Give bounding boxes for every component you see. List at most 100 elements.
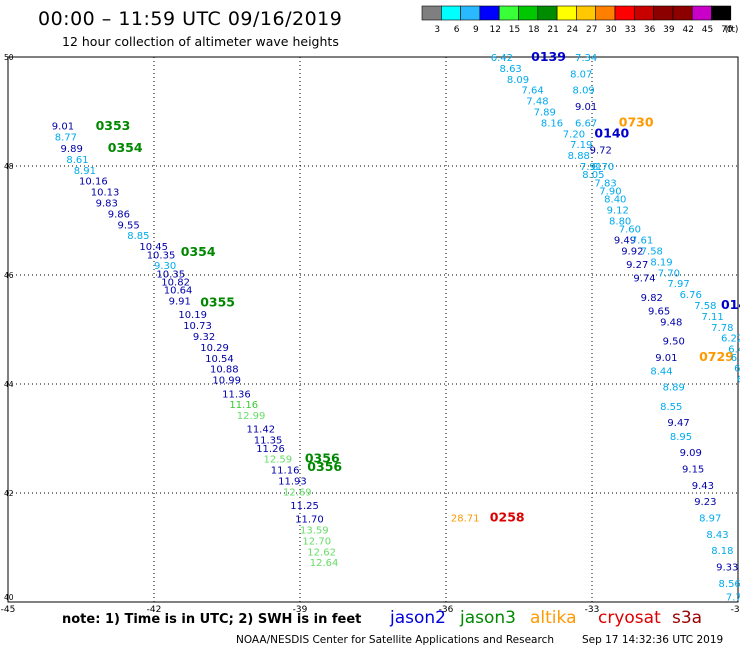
legend-label: 39 — [663, 25, 675, 35]
wave-height-label: 8.85 — [127, 231, 149, 242]
wave-height-label: 12.99 — [237, 411, 266, 422]
wave-height-label: 10.16 — [79, 177, 108, 188]
wave-height-label: 9.32 — [193, 332, 215, 343]
wave-height-label: 9.33 — [716, 563, 738, 574]
wave-height-label: 8.80 — [609, 217, 631, 228]
legend-swatch — [556, 5, 577, 21]
wave-height-label: 8.89 — [663, 383, 685, 394]
wave-height-label: 7.11 — [702, 312, 724, 323]
y-tick-label: 44 — [4, 380, 14, 389]
wave-height-label: 11.26 — [256, 444, 285, 455]
satellite-label-s3a: s3a — [672, 608, 703, 628]
legend-label: 15 — [509, 25, 520, 35]
legend-label: 70 — [721, 25, 733, 35]
wave-height-label: 9.89 — [61, 144, 83, 155]
wave-height-label: 8.07 — [570, 69, 592, 80]
satellite-label-altika: altika — [530, 608, 577, 628]
generated-timestamp: Sep 17 14:32:36 UTC 2019 — [582, 634, 724, 646]
wave-height-label: 8.19 — [650, 257, 672, 268]
legend-swatch — [460, 5, 481, 21]
pass-time-label: 0356 — [305, 451, 340, 466]
legend-label: 9 — [473, 25, 479, 35]
wave-height-label: 9.65 — [648, 306, 670, 317]
wave-height-label: 8.09 — [573, 86, 595, 97]
legend-label: 45 — [702, 25, 713, 35]
wave-height-label: 7.61 — [631, 236, 653, 247]
wave-height-label: 7.58 — [694, 301, 716, 312]
footer-note: note: 1) Time is in UTC; 2) SWH is in fe… — [62, 612, 362, 627]
y-tick-label: 42 — [4, 489, 14, 498]
legend-label: 42 — [682, 25, 693, 35]
wave-height-label: 12.64 — [310, 558, 339, 569]
wave-height-label: 8.70 — [592, 162, 614, 173]
wave-height-label: 10.73 — [183, 321, 212, 332]
legend-label: 27 — [586, 25, 597, 35]
wave-height-label: 7.83 — [594, 178, 616, 189]
wave-height-label: 9.09 — [680, 448, 702, 459]
wave-height-label: 9.01 — [52, 122, 74, 133]
pass-time-label: 0730 — [619, 114, 654, 129]
wave-height-label: 9.72 — [590, 146, 612, 157]
wave-height-label: 8.97 — [699, 514, 721, 525]
wave-height-label: 8.40 — [604, 195, 626, 206]
wave-height-label: 9.82 — [641, 293, 663, 304]
legend-swatch — [440, 5, 461, 21]
pass-time-label: 0139 — [531, 49, 566, 64]
satellite-label-cryosat: cryosat — [598, 608, 661, 628]
wave-height-label: 8.18 — [711, 546, 733, 557]
pass-time-label: 014 — [721, 297, 740, 312]
pass-time-label: 0140 — [594, 125, 629, 140]
wave-height-label: 9.43 — [692, 481, 714, 492]
wave-height-label: 8.16 — [541, 118, 563, 129]
legend-swatch — [537, 5, 558, 21]
legend-label: 21 — [547, 25, 558, 35]
wave-height-label: 6.42 — [491, 53, 513, 64]
pass-time-label: 0356 — [307, 459, 342, 474]
wave-height-label: 9.86 — [108, 209, 130, 220]
wave-height-label: 12.69 — [283, 487, 312, 498]
wave-height-label: 7.60 — [619, 225, 641, 236]
wave-height-label: 9.48 — [660, 317, 682, 328]
wave-height-label: 6.22 — [721, 334, 740, 345]
x-tick-label: -30 — [731, 605, 740, 615]
wave-height-label: 9.15 — [682, 464, 704, 475]
legend-swatch — [498, 5, 519, 21]
wave-height-label: 8.44 — [650, 366, 672, 377]
wave-height-label: 8.77 — [55, 133, 77, 144]
wave-height-label: 10.13 — [91, 188, 120, 199]
wave-height-label: 9.74 — [633, 274, 655, 285]
pass-time-label: 0354 — [108, 140, 143, 155]
wave-height-label: 9.23 — [694, 497, 716, 508]
wave-height-label: 7.91 — [580, 162, 602, 173]
pass-time-label: 0353 — [96, 118, 131, 133]
wave-height-label: 8.56 — [719, 579, 740, 590]
wave-height-label: 6.67 — [575, 118, 597, 129]
wave-height-label: 10.54 — [205, 354, 234, 365]
wave-height-label: 8.09 — [507, 75, 529, 86]
wave-height-label: 8.88 — [568, 151, 590, 162]
wave-height-label: 10.35 — [147, 250, 176, 261]
wave-height-label: 7.75 — [726, 593, 740, 604]
wave-height-label: 8.61 — [66, 155, 88, 166]
wave-height-label: 11.35 — [254, 436, 283, 447]
legend-label: 6 — [454, 25, 460, 35]
pass-time-label: 0729 — [699, 349, 734, 364]
wave-height-label: 12.62 — [307, 547, 336, 558]
satellite-label-jason3: jason3 — [460, 608, 516, 628]
wave-height-label: 7.90 — [599, 187, 621, 198]
legend-label: 3 — [434, 25, 440, 35]
wave-height-label: 7.78 — [711, 323, 733, 334]
wave-height-label: 9.55 — [118, 220, 140, 231]
wave-height-label: 7.34 — [575, 53, 597, 64]
legend-swatch — [653, 5, 674, 21]
y-tick-label: 40 — [4, 593, 14, 602]
wave-height-label: 8.91 — [74, 166, 96, 177]
wave-height-label: 7.89 — [534, 108, 556, 119]
wave-height-label: 11.70 — [295, 515, 324, 526]
wave-height-label: 10.29 — [200, 343, 229, 354]
legend-swatch — [421, 5, 442, 21]
legend-label: 33 — [625, 25, 636, 35]
legend-label: 30 — [605, 25, 617, 35]
pass-time-label: 0258 — [490, 510, 525, 525]
y-tick-label: 46 — [4, 271, 14, 280]
